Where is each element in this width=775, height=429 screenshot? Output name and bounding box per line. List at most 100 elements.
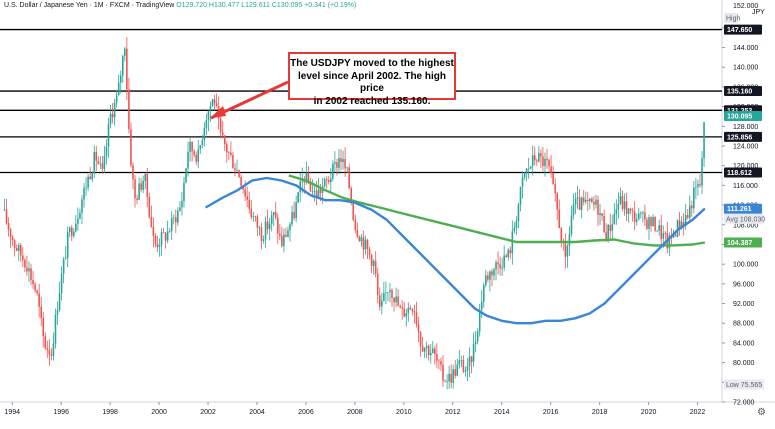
candle-body (609, 225, 612, 231)
candle-body (436, 354, 438, 361)
candle-body (287, 230, 289, 237)
candle-body (232, 155, 234, 169)
y-tick-label: 144.000 (733, 45, 758, 52)
y-tick-label: 88.000 (733, 321, 755, 328)
candle-body (660, 225, 663, 239)
candle-body (109, 114, 112, 124)
candle-body (93, 151, 96, 174)
candle-body (187, 151, 189, 169)
candle-body (552, 173, 554, 185)
y-tick-label: 116.000 (733, 183, 758, 190)
candle-body (460, 359, 463, 361)
candle-body (193, 151, 195, 155)
candle-body (205, 119, 208, 128)
side-label-box (724, 13, 738, 23)
candle-body (648, 217, 650, 229)
candle-body (77, 218, 79, 224)
candle-body (527, 168, 530, 170)
candle-body (489, 271, 491, 280)
candle-body (409, 307, 412, 310)
candle-body (40, 306, 42, 318)
side-label: Low 75.565 (726, 382, 762, 389)
callout-line-3: in 2002 reached 135.160. (313, 95, 431, 107)
candle-body (603, 215, 605, 233)
candle-body (615, 209, 618, 214)
candle-body (348, 167, 350, 189)
candle-body (678, 220, 681, 229)
candle-body (389, 290, 391, 293)
candle-body (317, 189, 320, 199)
candle-body (586, 199, 589, 201)
y-tick-label: 100.000 (733, 262, 758, 269)
currency-label: JPY (752, 9, 765, 16)
candle-body (611, 224, 614, 231)
candle-body (601, 213, 603, 216)
candle-body (336, 162, 338, 168)
candle-body (621, 195, 624, 209)
candle-body (509, 249, 512, 254)
candle-body (482, 285, 485, 302)
x-tick-label: 2006 (298, 409, 314, 416)
candle-body (181, 201, 183, 208)
candle-body (58, 293, 61, 311)
candle-body (223, 135, 226, 145)
candle-body (356, 229, 359, 237)
candle-body (11, 237, 14, 241)
candle-body (558, 209, 561, 229)
candle-body (66, 232, 69, 258)
ma-slow-line (288, 174, 706, 247)
settings-gear-icon: ⚙ (757, 407, 766, 418)
x-tick-label: 2022 (690, 409, 706, 416)
candle-body (691, 205, 693, 209)
candle-body (95, 151, 98, 161)
candle-body (307, 172, 310, 184)
candle-body (20, 245, 22, 256)
candle-body (62, 259, 65, 274)
candle-body (427, 346, 430, 356)
candle-body (209, 106, 212, 111)
candle-body (252, 216, 255, 218)
candle-body (332, 163, 334, 179)
candle-body (179, 207, 181, 211)
candle-body (250, 208, 253, 218)
candle-body (189, 141, 191, 152)
candle-body (589, 198, 591, 201)
candle-body (32, 280, 34, 285)
candle-body (570, 215, 573, 235)
candle-body (121, 55, 124, 76)
price-tag-label: 130.095 (727, 113, 752, 120)
candle-body (499, 264, 501, 269)
candle-body (191, 141, 193, 152)
x-tick-label: 1998 (102, 409, 118, 416)
candle-body (458, 360, 461, 365)
candle-body (134, 179, 136, 199)
y-tick-label: 96.000 (733, 281, 755, 288)
candle-body (440, 361, 442, 365)
price-tag-label: 104.387 (727, 240, 752, 247)
candle-body (391, 290, 393, 298)
candle-body (617, 203, 620, 210)
candle-body (650, 217, 652, 227)
candle-body (195, 154, 198, 162)
candle-body (668, 235, 671, 249)
x-tick-label: 2016 (543, 409, 559, 416)
candle-body (625, 201, 628, 214)
candle-body (411, 309, 414, 312)
candle-body (81, 199, 83, 213)
candle-body (468, 356, 471, 367)
candle-body (434, 348, 436, 355)
candle-body (24, 259, 26, 268)
candle-body (101, 163, 104, 169)
candle-body (138, 183, 140, 200)
candle-body (566, 245, 569, 257)
x-tick-label: 2004 (249, 409, 265, 416)
candle-body (285, 234, 287, 237)
candle-body (56, 310, 59, 315)
candle-body (323, 178, 326, 187)
candle-body (48, 349, 51, 355)
candle-body (662, 233, 665, 239)
candle-body (87, 176, 89, 188)
candle-body (366, 239, 369, 249)
